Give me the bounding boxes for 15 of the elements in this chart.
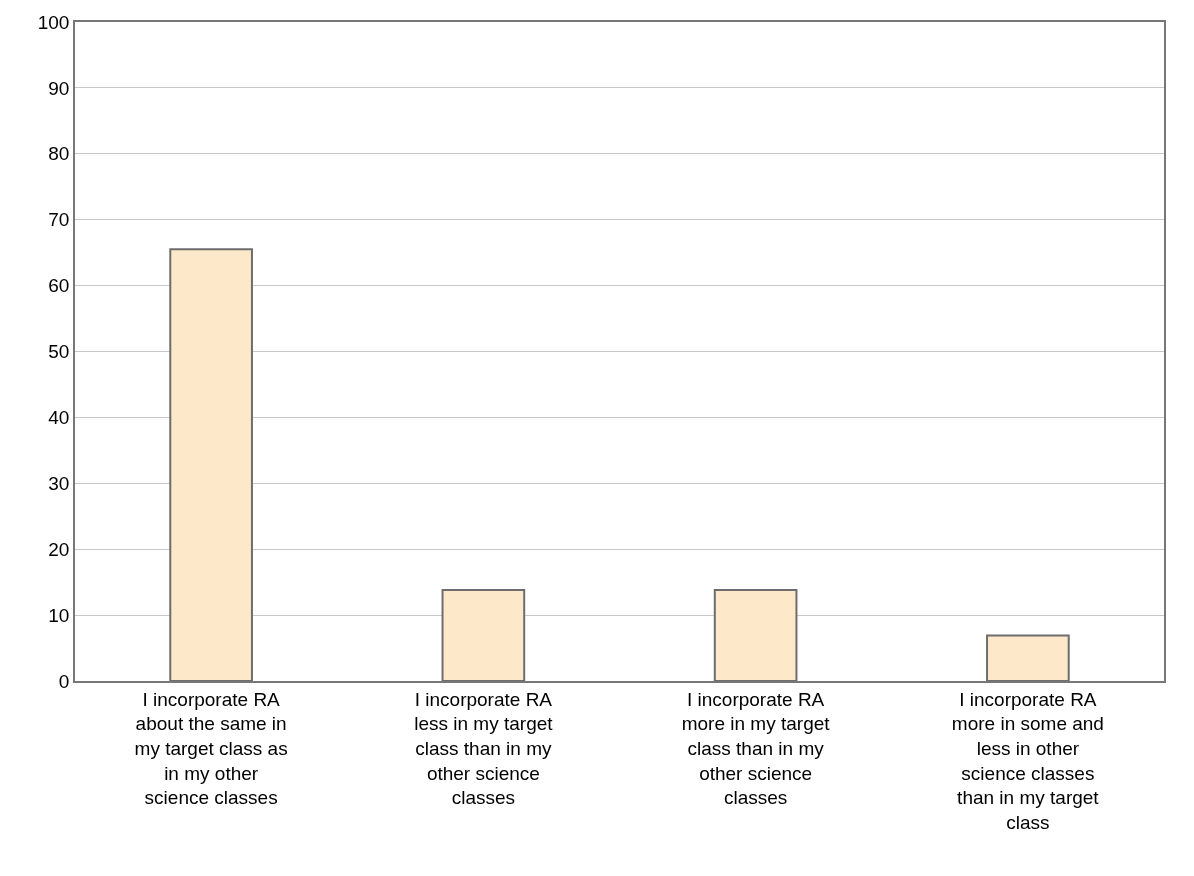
y-tick-label: 90: [48, 77, 70, 99]
y-tick-label: 20: [48, 538, 70, 560]
y-tick-label: 0: [58, 670, 70, 692]
y-tick-label: 50: [48, 341, 70, 363]
x-tick-label: I incorporate RA more in some and less in other science classes than in my target class: [951, 688, 1104, 834]
x-tick-label: I incorporate RA about the same in my target class as in my other science classes: [134, 688, 288, 809]
y-tick-label: 70: [48, 209, 70, 231]
y-tick-label: 40: [48, 407, 70, 429]
x-tick-label: I incorporate RA more in my target class than in my other science classes: [681, 688, 831, 809]
y-tick-label: 60: [48, 275, 70, 297]
y-tick-label: 100: [37, 11, 70, 33]
y-tick-label: 30: [48, 472, 70, 494]
y-tick-label: 80: [48, 143, 70, 165]
x-tick-label: I incorporate RA less in my target class than in my other science classes: [414, 688, 554, 809]
y-tick-label: 10: [48, 604, 70, 626]
